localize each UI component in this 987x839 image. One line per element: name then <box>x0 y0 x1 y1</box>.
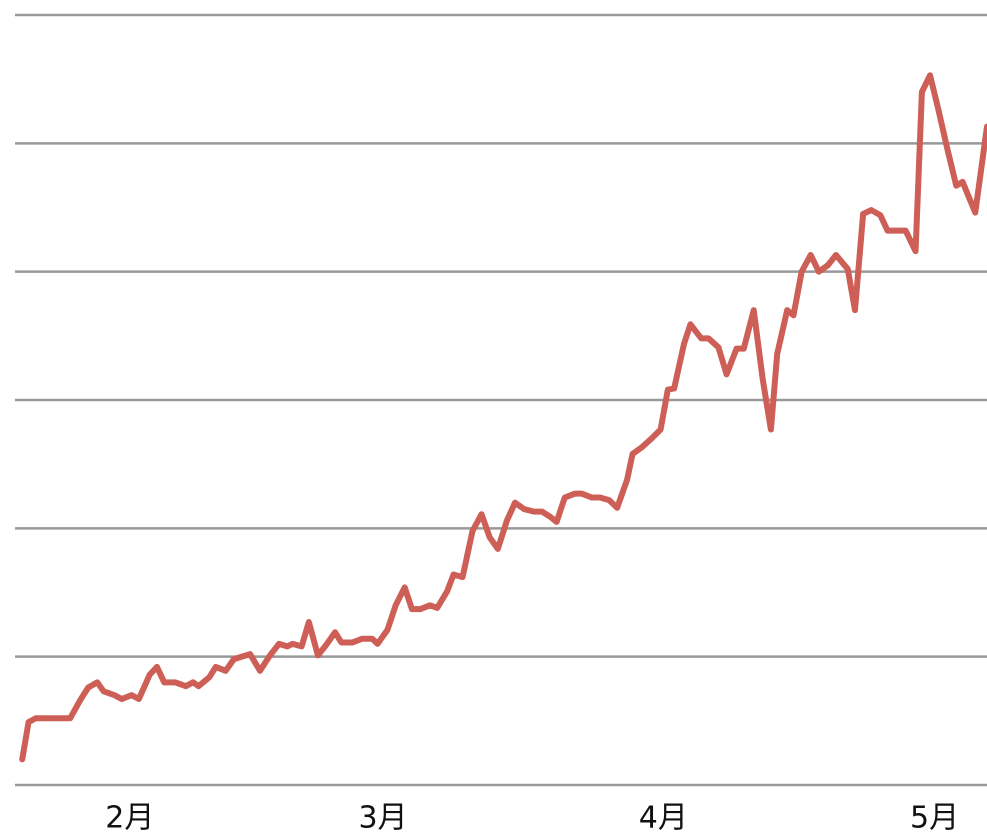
line <box>19 72 987 763</box>
x-tick-label: 5月 <box>910 801 959 836</box>
x-tick-label: 3月 <box>358 801 407 836</box>
x-tick-label: 2月 <box>105 801 154 836</box>
x-tick-label: 4月 <box>639 801 688 836</box>
